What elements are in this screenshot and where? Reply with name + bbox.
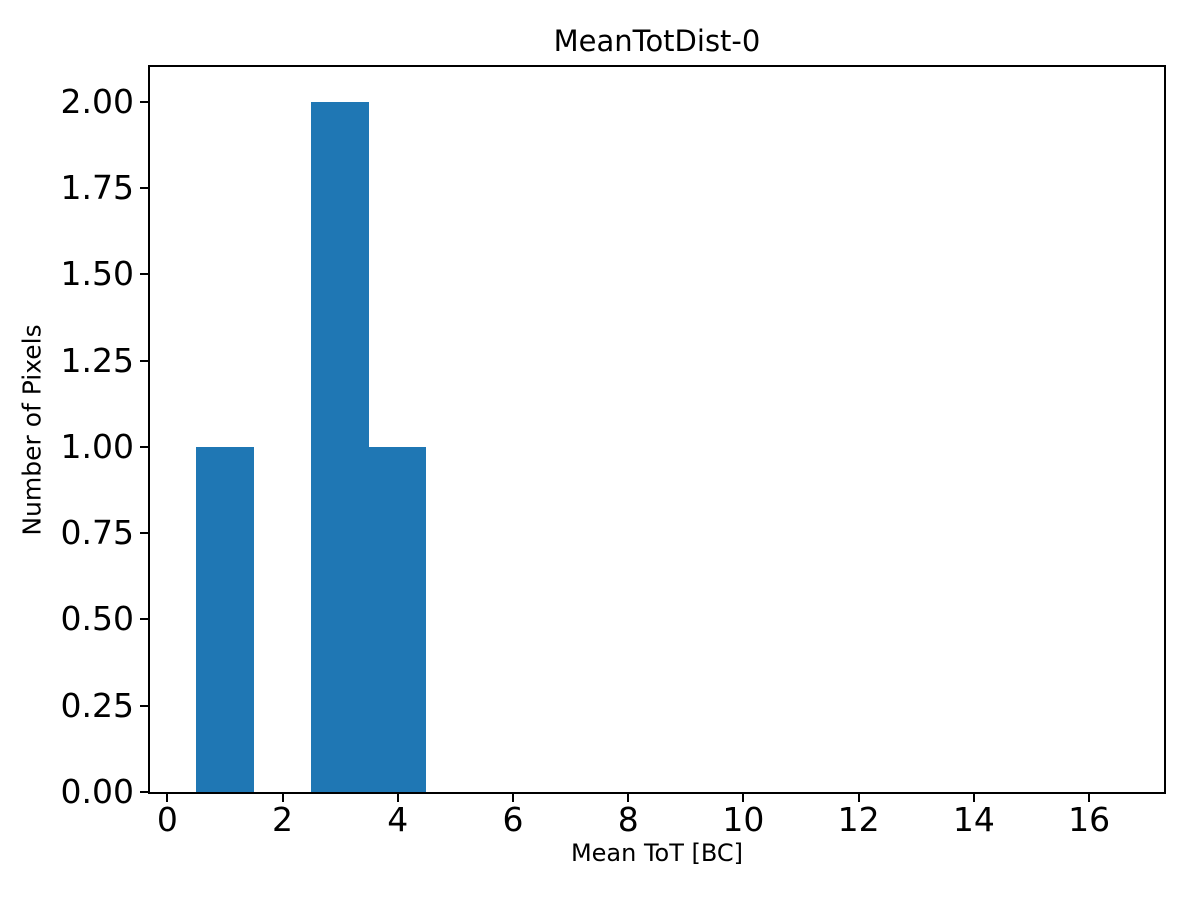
x-tick-mark	[1088, 794, 1091, 802]
y-tick-label: 0.25	[60, 685, 134, 725]
x-tick-label: 16	[1068, 800, 1111, 839]
histogram-bar	[196, 446, 254, 792]
x-tick-mark	[742, 794, 745, 802]
y-tick-label: 1.25	[60, 340, 134, 380]
x-tick-label: 12	[837, 800, 880, 839]
x-tick-mark	[627, 794, 630, 802]
x-tick-label: 4	[387, 800, 409, 839]
y-tick-mark	[140, 618, 148, 621]
x-tick-label: 0	[156, 800, 178, 839]
x-tick-mark	[857, 794, 860, 802]
x-axis-label: Mean ToT [BC]	[570, 839, 744, 867]
y-tick-label: 0.75	[60, 513, 134, 553]
y-tick-mark	[140, 445, 148, 448]
y-tick-mark	[140, 791, 148, 793]
x-tick-mark	[972, 794, 975, 802]
x-tick-label: 14	[952, 800, 995, 839]
y-tick-label: 0.50	[60, 599, 134, 639]
x-tick-mark	[396, 794, 399, 802]
y-tick-label: 1.00	[60, 426, 134, 466]
chart-title: MeanTotDist-0	[553, 24, 761, 58]
y-tick-mark	[140, 532, 148, 535]
y-tick-mark	[140, 100, 148, 103]
y-tick-label: 2.00	[60, 81, 134, 121]
x-tick-label: 2	[272, 800, 293, 839]
x-tick-mark	[166, 794, 169, 802]
y-tick-label: 0.00	[60, 772, 134, 811]
y-tick-label: 1.75	[60, 167, 134, 207]
y-tick-mark	[140, 273, 148, 276]
x-tick-mark	[512, 794, 514, 802]
y-tick-mark	[140, 704, 148, 707]
x-tick-label: 6	[502, 800, 524, 839]
y-axis-label: Number of Pixels	[17, 324, 47, 536]
plot-area	[148, 65, 1166, 794]
x-tick-label: 10	[722, 800, 765, 839]
y-tick-label: 1.50	[60, 254, 134, 294]
histogram-bar	[311, 101, 369, 792]
y-tick-mark	[140, 359, 148, 362]
x-tick-label: 8	[617, 800, 639, 839]
y-tick-mark	[140, 186, 148, 189]
x-tick-mark	[281, 794, 284, 802]
histogram-bar	[368, 446, 427, 792]
plot-layer: 0 2 4 6 8 10 12 14 16 0.00 0.25 0.50 0.75 1.00 1.25 1.…	[61, 67, 1164, 839]
